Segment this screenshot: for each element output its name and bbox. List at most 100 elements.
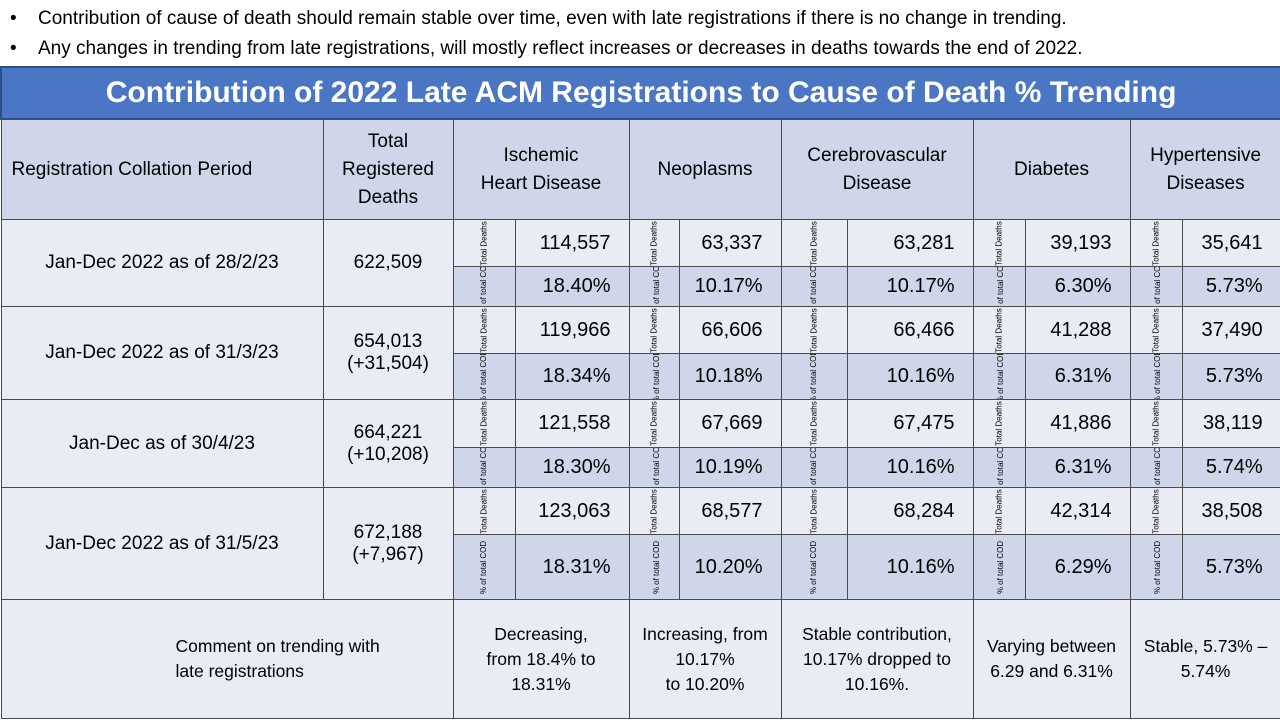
deaths-value: 38,119: [1181, 399, 1280, 448]
label-pct-cod: % of total COD: [628, 447, 680, 488]
cod-trending-table: Contribution of 2022 Late ACM Registrati…: [0, 66, 1280, 719]
pct-value: 6.31%: [1024, 447, 1131, 488]
header-total: Total Registered Deaths: [322, 118, 454, 220]
label-total-deaths: Total Deaths: [628, 219, 680, 267]
label-total-deaths: Total Deaths: [452, 219, 516, 267]
pct-value: 18.31%: [514, 534, 630, 600]
deaths-value: 41,886: [1024, 399, 1131, 448]
label-total-deaths: Total Deaths: [780, 487, 848, 535]
deaths-value: 121,558: [514, 399, 630, 448]
header-cause: Cerebrovascular Disease: [780, 118, 974, 220]
header-cause: Neoplasms: [628, 118, 782, 220]
pct-value: 5.73%: [1181, 266, 1280, 307]
deaths-value: 114,557: [514, 219, 630, 267]
label-pct-cod: % of total COD: [972, 266, 1026, 307]
comment-value: Varying between 6.29 and 6.31%: [972, 599, 1131, 719]
label-pct-cod: % of total COD: [628, 266, 680, 307]
label-total-deaths: Total Deaths: [972, 306, 1026, 354]
pct-value: 10.17%: [678, 266, 782, 307]
label-total-deaths: Total Deaths: [972, 399, 1026, 448]
header-period: Registration Collation Period: [0, 118, 324, 220]
pct-value: 5.73%: [1181, 353, 1280, 400]
pct-value: 18.40%: [514, 266, 630, 307]
comment-label: Comment on trending with late registrati…: [0, 599, 454, 719]
table-title: Contribution of 2022 Late ACM Registrati…: [0, 66, 1280, 120]
label-pct-cod: % of total COD: [972, 534, 1026, 600]
label-total-deaths: Total Deaths: [972, 219, 1026, 267]
label-pct-cod: % of total COD: [628, 353, 680, 400]
pct-value: 10.17%: [846, 266, 974, 307]
pct-value: 10.16%: [846, 534, 974, 600]
comment-value: Increasing, from 10.17% to 10.20%: [628, 599, 782, 719]
row-period: Jan-Dec 2022 as of 31/5/23: [0, 487, 324, 600]
label-pct-cod: % of total COD: [452, 534, 516, 600]
pct-value: 18.30%: [514, 447, 630, 488]
row-period: Jan-Dec 2022 as of 31/3/23: [0, 306, 324, 400]
pct-value: 18.34%: [514, 353, 630, 400]
label-pct-cod: % of total COD: [780, 353, 848, 400]
deaths-value: 38,508: [1181, 487, 1280, 535]
label-pct-cod: % of total COD: [452, 266, 516, 307]
label-total-deaths: Total Deaths: [452, 487, 516, 535]
row-total: 664,221 (+10,208): [322, 399, 454, 488]
pct-value: 5.73%: [1181, 534, 1280, 600]
label-pct-cod: % of total COD: [780, 534, 848, 600]
label-total-deaths: Total Deaths: [1129, 306, 1183, 354]
deaths-value: 67,669: [678, 399, 782, 448]
deaths-value: 66,606: [678, 306, 782, 354]
label-pct-cod: % of total COD: [780, 266, 848, 307]
row-total: 622,509: [322, 219, 454, 307]
deaths-value: 63,337: [678, 219, 782, 267]
deaths-value: 123,063: [514, 487, 630, 535]
label-total-deaths: Total Deaths: [972, 487, 1026, 535]
label-total-deaths: Total Deaths: [1129, 399, 1183, 448]
label-pct-cod: % of total COD: [972, 353, 1026, 400]
label-total-deaths: Total Deaths: [628, 487, 680, 535]
pct-value: 10.18%: [678, 353, 782, 400]
comment-value: Stable contribution, 10.17% dropped to 1…: [780, 599, 974, 719]
deaths-value: 68,577: [678, 487, 782, 535]
label-pct-cod: % of total COD: [1129, 447, 1183, 488]
deaths-value: 119,966: [514, 306, 630, 354]
label-pct-cod: % of total COD: [1129, 534, 1183, 600]
label-pct-cod: % of total COD: [972, 447, 1026, 488]
bullet-item: • Contribution of cause of death should r…: [10, 8, 1067, 29]
header-cause: Hypertensive Diseases: [1129, 118, 1280, 220]
label-total-deaths: Total Deaths: [628, 306, 680, 354]
row-period: Jan-Dec 2022 as of 28/2/23: [0, 219, 324, 307]
label-pct-cod: % of total COD: [1129, 353, 1183, 400]
deaths-value: 37,490: [1181, 306, 1280, 354]
label-total-deaths: Total Deaths: [780, 306, 848, 354]
pct-value: 10.19%: [678, 447, 782, 488]
label-pct-cod: % of total COD: [628, 534, 680, 600]
pct-value: 10.16%: [846, 447, 974, 488]
label-pct-cod: % of total COD: [780, 447, 848, 488]
deaths-value: 66,466: [846, 306, 974, 354]
deaths-value: 67,475: [846, 399, 974, 448]
pct-value: 6.30%: [1024, 266, 1131, 307]
label-total-deaths: Total Deaths: [452, 399, 516, 448]
header-cause: Diabetes: [972, 118, 1131, 220]
pct-value: 5.74%: [1181, 447, 1280, 488]
pct-value: 10.16%: [846, 353, 974, 400]
deaths-value: 42,314: [1024, 487, 1131, 535]
label-total-deaths: Total Deaths: [780, 219, 848, 267]
deaths-value: 41,288: [1024, 306, 1131, 354]
row-period: Jan-Dec as of 30/4/23: [0, 399, 324, 488]
deaths-value: 68,284: [846, 487, 974, 535]
comment-value: Decreasing, from 18.4% to 18.31%: [452, 599, 630, 719]
label-total-deaths: Total Deaths: [1129, 487, 1183, 535]
label-pct-cod: % of total COD: [452, 353, 516, 400]
deaths-value: 35,641: [1181, 219, 1280, 267]
deaths-value: 63,281: [846, 219, 974, 267]
row-total: 672,188 (+7,967): [322, 487, 454, 600]
label-total-deaths: Total Deaths: [1129, 219, 1183, 267]
bullet-list: • Contribution of cause of death should r…: [0, 0, 1280, 66]
label-total-deaths: Total Deaths: [452, 306, 516, 354]
label-pct-cod: % of total COD: [1129, 266, 1183, 307]
pct-value: 6.29%: [1024, 534, 1131, 600]
bullet-item: • Any changes in trending from late regis…: [10, 38, 1083, 59]
label-total-deaths: Total Deaths: [628, 399, 680, 448]
deaths-value: 39,193: [1024, 219, 1131, 267]
header-cause: Ischemic Heart Disease: [452, 118, 630, 220]
